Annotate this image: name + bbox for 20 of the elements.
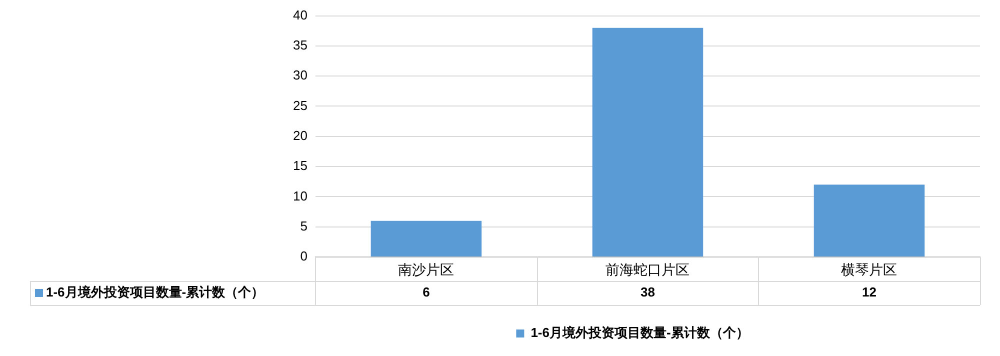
y-tick-label: 40	[292, 7, 308, 22]
y-tick-label: 0	[300, 248, 308, 264]
y-tick-label: 30	[292, 68, 308, 83]
bar	[814, 184, 925, 256]
y-tick-label: 15	[292, 158, 308, 174]
text: 1-6月境外投资项目数量-累计数（个）	[46, 284, 264, 300]
y-tick-label: 20	[292, 128, 308, 143]
y-tick-label: 10	[292, 188, 308, 204]
data-label: 38	[640, 284, 655, 300]
data-label: 6	[422, 284, 430, 300]
data-label: 12	[862, 284, 876, 300]
legend-label: 1-6月境外投资项目数量-累计数（个）	[530, 325, 749, 340]
x-tick-label: 前海蛇口片区	[606, 261, 690, 278]
x-tick-label: 南沙片区	[398, 261, 454, 278]
bar	[592, 28, 704, 256]
y-tick-label: 35	[292, 38, 308, 53]
y-tick-label: 5	[300, 218, 308, 234]
y-tick-label: 25	[292, 98, 308, 113]
bar	[370, 220, 482, 256]
x-tick-label: 横琴片区	[841, 261, 898, 278]
